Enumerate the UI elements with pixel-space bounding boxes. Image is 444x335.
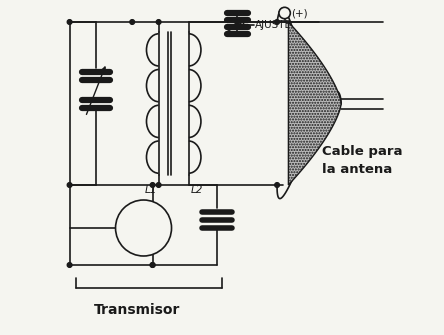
Circle shape <box>275 20 279 24</box>
Circle shape <box>156 183 161 187</box>
Text: L1: L1 <box>145 185 157 195</box>
Circle shape <box>279 7 290 19</box>
Circle shape <box>150 263 155 267</box>
Circle shape <box>130 20 135 24</box>
Circle shape <box>150 183 155 187</box>
Circle shape <box>156 20 161 24</box>
Circle shape <box>275 183 279 187</box>
Text: AJUSTE: AJUSTE <box>254 20 291 30</box>
Circle shape <box>67 263 72 267</box>
Text: L2: L2 <box>191 185 203 195</box>
Circle shape <box>67 183 72 187</box>
Circle shape <box>235 20 239 24</box>
Circle shape <box>150 263 155 267</box>
Text: Transmisor: Transmisor <box>94 303 181 317</box>
Text: (+): (+) <box>291 8 307 18</box>
Polygon shape <box>289 22 341 185</box>
Text: Cable para
la antena: Cable para la antena <box>322 144 403 176</box>
Circle shape <box>115 200 171 256</box>
Circle shape <box>67 20 72 24</box>
